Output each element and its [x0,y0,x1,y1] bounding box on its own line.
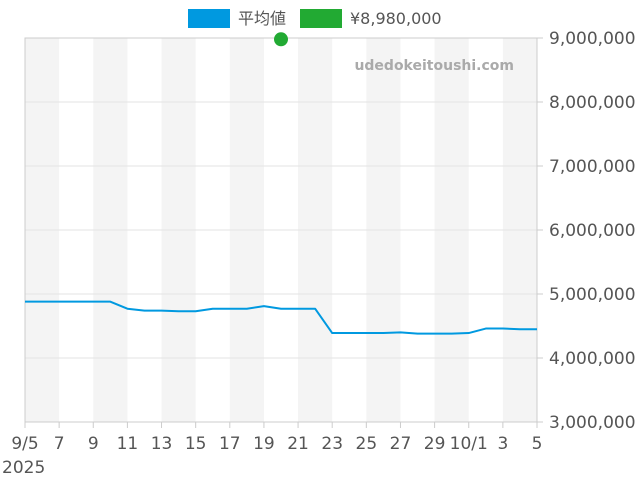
x-tick-label: 15 [185,434,207,454]
x-axis-ticks: 9/5 7 9 11 13 15 17 19 21 23 25 27 29 10/1 3 5 [11,422,542,454]
x-tick-label: 19 [253,434,275,454]
x-tick-label: 25 [356,434,378,454]
legend-swatch-average [188,9,230,28]
legend-label-average: 平均値 [238,9,286,28]
legend: 平均値 ¥8,980,000 [188,9,442,28]
legend-swatch-price [300,9,342,28]
y-tick-label: 3,000,000 [549,413,636,433]
x-tick-label: 27 [390,434,412,454]
series-layer [25,32,537,335]
x-tick-label: 9 [88,434,99,454]
legend-label-price: ¥8,980,000 [350,9,442,28]
x-tick-label: 23 [321,434,343,454]
price-point[interactable] [274,32,288,47]
x-tick-label: 11 [117,434,139,454]
x-tick-label: 3 [497,434,508,454]
legend-item-price[interactable]: ¥8,980,000 [300,9,442,28]
x-tick-label: 29 [424,434,446,454]
watermark: udedokeitoushi.com [354,58,514,74]
x-tick-label: 5 [532,434,543,454]
y-tick-label: 5,000,000 [549,285,636,305]
series-line-average [25,300,537,335]
x-year-label: 2025 [2,458,45,478]
x-tick-label: 13 [151,434,173,454]
x-tick-label: 17 [219,434,241,454]
y-axis-ticks: 9,000,000 8,000,000 7,000,000 6,000,000 5,00… [537,29,636,433]
legend-item-average[interactable]: 平均値 [188,9,286,28]
y-tick-label: 7,000,000 [549,157,636,177]
x-tick-label: 21 [287,434,309,454]
x-tick-label: 7 [54,434,65,454]
y-tick-label: 9,000,000 [549,29,636,49]
y-tick-label: 8,000,000 [549,93,636,113]
y-tick-label: 6,000,000 [549,221,636,241]
x-tick-label: 10/1 [450,434,488,454]
x-tick-label: 9/5 [11,434,38,454]
y-tick-label: 4,000,000 [549,349,636,369]
